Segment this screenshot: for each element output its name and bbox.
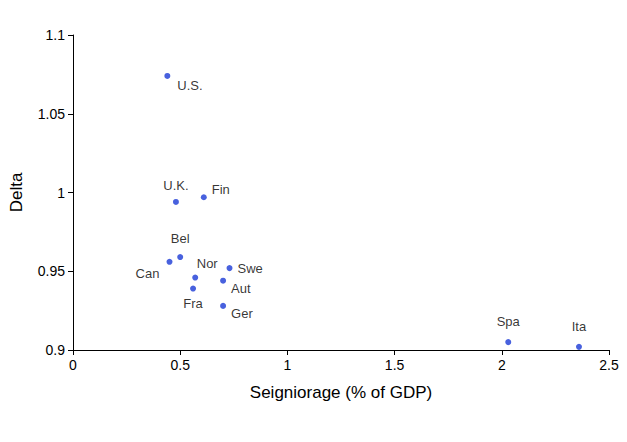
svg-text:Fra: Fra [183,296,203,311]
svg-text:2: 2 [498,357,506,373]
svg-text:0: 0 [69,357,77,373]
svg-text:1.1: 1.1 [46,27,66,43]
svg-text:U.S.: U.S. [177,78,202,93]
svg-text:U.K.: U.K. [163,178,188,193]
svg-text:1: 1 [57,185,65,201]
svg-text:Swe: Swe [238,261,263,276]
svg-text:2.5: 2.5 [599,357,619,373]
svg-text:Can: Can [136,266,160,281]
svg-text:1.5: 1.5 [385,357,405,373]
svg-text:0.5: 0.5 [170,357,190,373]
svg-text:Ger: Ger [231,306,253,321]
svg-text:0.9: 0.9 [46,342,66,358]
svg-text:Spa: Spa [497,314,521,329]
svg-text:Fin: Fin [212,182,230,197]
svg-text:0.95: 0.95 [38,263,65,279]
svg-text:Nor: Nor [197,256,219,271]
svg-text:Ita: Ita [572,319,587,334]
svg-text:Delta: Delta [7,172,26,212]
svg-text:Aut: Aut [231,281,251,296]
svg-text:1.05: 1.05 [38,106,65,122]
svg-text:Bel: Bel [171,231,190,246]
svg-text:Seigniorage (% of GDP): Seigniorage (% of GDP) [250,383,432,402]
svg-text:1: 1 [284,357,292,373]
